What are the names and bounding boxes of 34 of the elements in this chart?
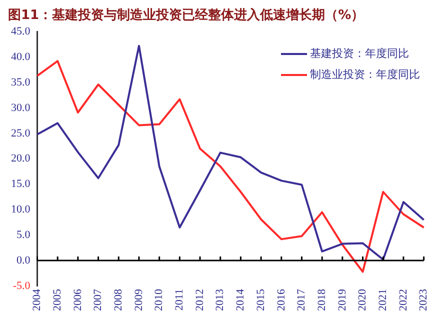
y-tick-label: 5.0	[16, 229, 31, 242]
x-tick-label: 2010	[153, 288, 166, 311]
x-tick-label: 2015	[254, 288, 267, 311]
x-tick-label: 2021	[377, 289, 389, 311]
x-tick-label: 2022	[397, 289, 410, 311]
x-tick-label: 2011	[174, 289, 186, 311]
y-tick-label: 10.0	[11, 204, 31, 216]
x-tick-label: 2019	[336, 288, 348, 311]
x-tick-label: 2008	[112, 288, 125, 311]
x-tick-label: 2014	[234, 288, 247, 311]
x-tick-label: 2009	[132, 288, 145, 311]
y-tick-label: 0.0	[16, 254, 31, 266]
y-tick-label: 45.0	[11, 25, 31, 38]
x-tick-label: 2016	[275, 288, 288, 311]
chart-title: 图11：基建投资与制造业投资已经整体进入低速增长期（%）	[8, 7, 364, 24]
legend-label: 制造业投资：年度同比	[310, 67, 420, 82]
y-tick-label: 20.0	[11, 152, 31, 165]
y-tick-label: 35.0	[11, 76, 31, 88]
x-tick-label: 2012	[194, 289, 206, 311]
y-tick-label: 15.0	[11, 178, 31, 190]
x-tick-label: 2007	[92, 288, 104, 311]
y-tick-label: 25.0	[11, 127, 31, 140]
y-tick-label: 30.0	[11, 102, 31, 114]
y-tick-label: -5.0	[12, 280, 31, 292]
x-tick-label: 2023	[418, 288, 430, 311]
x-tick-label: 2017	[296, 288, 308, 311]
x-tick-label: 2005	[51, 288, 64, 311]
legend-label: 基建投资：年度同比	[310, 46, 409, 61]
y-tick-label: 40.0	[11, 50, 31, 63]
x-tick-label: 2018	[316, 288, 328, 311]
x-tick-label: 2004	[31, 288, 44, 311]
x-tick-label: 2020	[356, 288, 369, 311]
x-tick-label: 2013	[214, 288, 226, 311]
x-tick-label: 2006	[72, 288, 84, 311]
